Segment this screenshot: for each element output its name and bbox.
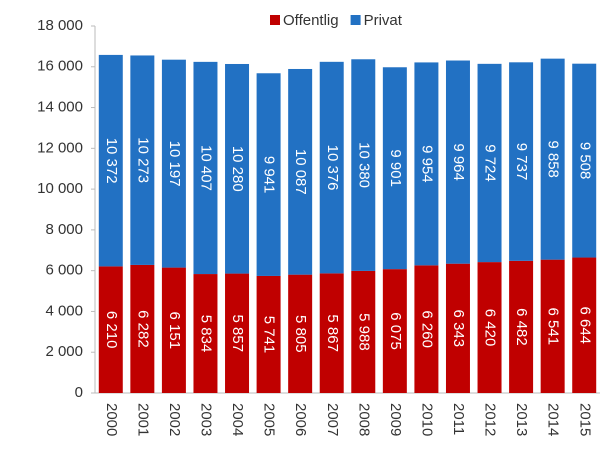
x-tick-label: 2001 (134, 403, 151, 436)
bar-segment (477, 63, 502, 263)
x-tick-label: 2011 (450, 403, 467, 435)
y-tick-label: 10 000 (37, 180, 83, 197)
bar-segment (256, 275, 281, 393)
legend-label: Offentlig (283, 12, 339, 29)
value-label: 9 737 (513, 143, 530, 181)
y-tick-label: 6 000 (45, 262, 83, 279)
x-tick-label: 2008 (355, 403, 372, 436)
legend-label: Privat (364, 12, 403, 29)
value-label: 5 867 (324, 314, 341, 352)
bar-segment (130, 264, 155, 393)
bar-segment (572, 257, 597, 393)
value-label: 9 954 (418, 145, 435, 183)
value-label: 10 087 (292, 149, 309, 195)
y-tick-label: 14 000 (37, 99, 83, 116)
y-tick-label: 8 000 (45, 221, 83, 238)
x-tick-label: 2005 (261, 403, 278, 436)
value-label: 10 372 (103, 138, 120, 184)
value-label: 10 380 (355, 142, 372, 188)
value-label: 9 964 (450, 143, 467, 181)
y-tick-label: 12 000 (37, 139, 83, 156)
x-tick-label: 2004 (229, 403, 246, 436)
value-label: 9 858 (545, 140, 562, 178)
bar-segment (193, 61, 218, 275)
legend-swatch (350, 15, 361, 25)
bar-segment (98, 54, 123, 267)
value-label: 6 644 (576, 306, 593, 344)
value-label: 9 941 (261, 156, 278, 194)
bar-segment (509, 260, 534, 393)
bar-segment (161, 267, 186, 393)
bar-segment (319, 61, 344, 274)
y-tick-label: 4 000 (45, 302, 83, 319)
bar-segment (225, 63, 250, 274)
x-tick-label: 2013 (513, 403, 530, 436)
value-label: 6 343 (450, 310, 467, 348)
value-label: 6 260 (418, 310, 435, 348)
value-label: 6 282 (134, 310, 151, 348)
bar-segment (572, 63, 597, 258)
value-label: 10 273 (134, 137, 151, 183)
value-label: 10 280 (229, 146, 246, 192)
x-tick-label: 2014 (545, 403, 562, 436)
value-label: 6 075 (387, 312, 404, 350)
value-label: 10 407 (198, 145, 215, 191)
value-label: 9 724 (482, 144, 499, 182)
y-tick-label: 18 000 (37, 17, 83, 34)
x-tick-label: 2006 (292, 403, 309, 436)
value-label: 9 508 (576, 142, 593, 180)
value-label: 10 376 (324, 145, 341, 191)
y-tick-label: 16 000 (37, 58, 83, 75)
bar-segment (414, 62, 439, 266)
value-label: 5 857 (229, 315, 246, 353)
value-label: 6 541 (545, 308, 562, 346)
bar-segment (351, 270, 376, 393)
value-label: 5 988 (355, 313, 372, 351)
y-tick-label: 0 (75, 384, 83, 401)
value-label: 5 834 (198, 315, 215, 353)
x-tick-label: 2010 (418, 403, 435, 436)
value-label: 6 210 (103, 311, 120, 349)
value-label: 6 151 (166, 312, 183, 350)
bar-segment (319, 273, 344, 393)
bar-segment (382, 67, 407, 270)
bar-segment (414, 265, 439, 393)
bar-segment (540, 58, 565, 260)
bar-segment (288, 68, 313, 275)
bar-segment (351, 59, 376, 271)
x-tick-label: 2015 (576, 403, 593, 436)
value-label: 5 741 (261, 316, 278, 354)
bar-segment (509, 62, 534, 261)
legend-swatch (270, 15, 280, 25)
value-label: 6 420 (482, 309, 499, 347)
bar-segment (161, 59, 186, 268)
value-label: 5 805 (292, 315, 309, 353)
bar-segment (98, 266, 123, 393)
x-tick-label: 2007 (324, 403, 341, 436)
bar-segment (477, 262, 502, 393)
bar-segment (445, 60, 470, 264)
value-label: 10 197 (166, 141, 183, 187)
bar-segment (540, 259, 565, 393)
x-tick-label: 2000 (103, 403, 120, 436)
x-tick-label: 2009 (387, 403, 404, 436)
bar-segment (445, 263, 470, 393)
x-tick-label: 2002 (166, 403, 183, 436)
bar-segment (256, 73, 281, 276)
bar-segment (130, 55, 155, 265)
bar-segment (193, 274, 218, 393)
bar-segment (382, 269, 407, 393)
x-tick-label: 2012 (482, 403, 499, 436)
value-label: 9 901 (387, 149, 404, 187)
x-tick-label: 2003 (198, 403, 215, 436)
bar-segment (288, 274, 313, 393)
bar-segment (225, 273, 250, 393)
value-label: 6 482 (513, 308, 530, 346)
y-tick-label: 2 000 (45, 343, 83, 360)
